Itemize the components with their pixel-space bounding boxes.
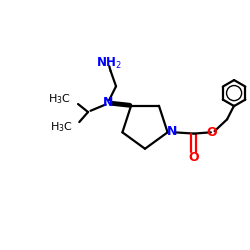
Text: NH$_2$: NH$_2$ [96, 56, 122, 71]
Text: N: N [103, 96, 113, 109]
Text: O: O [207, 126, 218, 139]
Text: O: O [188, 151, 199, 164]
Text: H$_3$C: H$_3$C [50, 121, 73, 134]
Text: H$_3$C: H$_3$C [48, 93, 71, 106]
Text: N: N [167, 125, 177, 138]
